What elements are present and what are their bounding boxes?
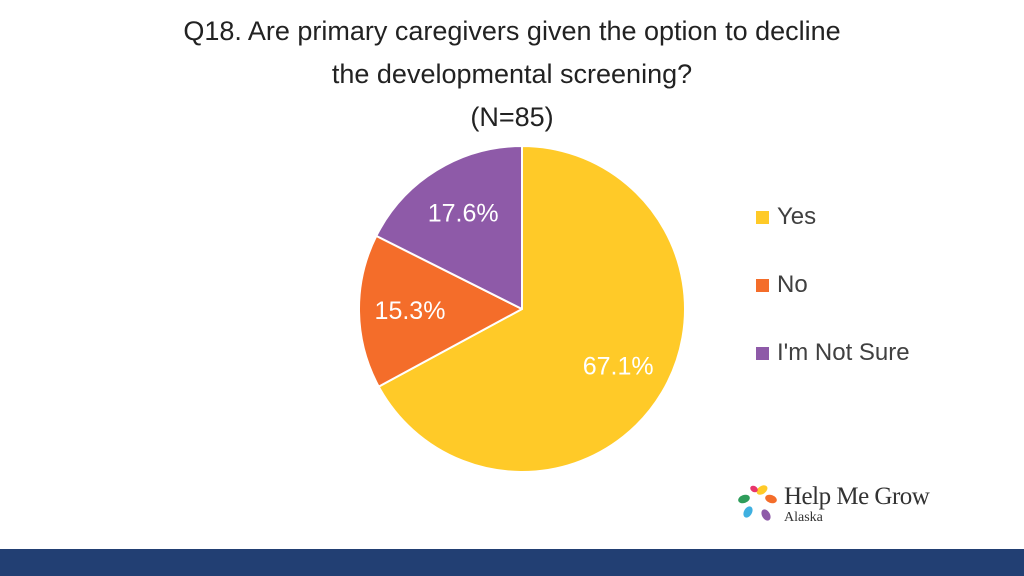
- data-label-yes: 67.1%: [583, 352, 654, 380]
- pie-slice-no: [358, 234, 523, 388]
- chart-title: Q18. Are primary caregivers given the op…: [0, 10, 1024, 139]
- legend: Yes No I'm Not Sure: [756, 200, 996, 404]
- footer-bar: [0, 549, 1024, 576]
- data-label-no: 15.3%: [375, 297, 446, 325]
- pie-chart: 67.1% 15.3% 17.6%: [358, 145, 686, 473]
- help-me-grow-logo: Help Me Grow Alaska: [736, 481, 956, 529]
- pie-data-labels: 67.1% 15.3% 17.6%: [375, 200, 654, 381]
- legend-swatch-i-m-not-sure: [756, 346, 769, 360]
- logo-subtitle: Alaska: [784, 510, 823, 525]
- data-label-i-m-not-sure: 17.6%: [428, 200, 499, 228]
- logo-petal: [738, 494, 750, 504]
- pie-slices: [358, 145, 686, 473]
- flower-logo-icon: [738, 485, 777, 521]
- legend-swatch-no: [756, 278, 769, 292]
- chart-title-line-1: Q18. Are primary caregivers given the op…: [183, 16, 841, 46]
- pie-slice-yes: [377, 145, 686, 473]
- legend-item-no: No: [756, 268, 996, 302]
- chart-title-line-3: (N=85): [470, 102, 554, 132]
- logo-petal: [750, 485, 758, 493]
- chart-title-line-2: the developmental screening?: [331, 59, 693, 89]
- legend-item-yes: Yes: [756, 200, 996, 234]
- legend-label-yes: Yes: [777, 203, 817, 230]
- legend-swatch-yes: [756, 210, 769, 224]
- logo-petal: [761, 509, 771, 521]
- logo-petal: [743, 506, 753, 518]
- legend-item-i-m-not-sure: I'm Not Sure: [756, 336, 996, 370]
- pie-slice-i-m-not-sure: [375, 145, 523, 310]
- logo-name: Help Me Grow: [784, 483, 930, 510]
- logo-petal: [756, 485, 768, 495]
- legend-label-i-m-not-sure: I'm Not Sure: [777, 339, 910, 366]
- legend-label-no: No: [777, 271, 808, 298]
- logo-petal: [765, 494, 777, 504]
